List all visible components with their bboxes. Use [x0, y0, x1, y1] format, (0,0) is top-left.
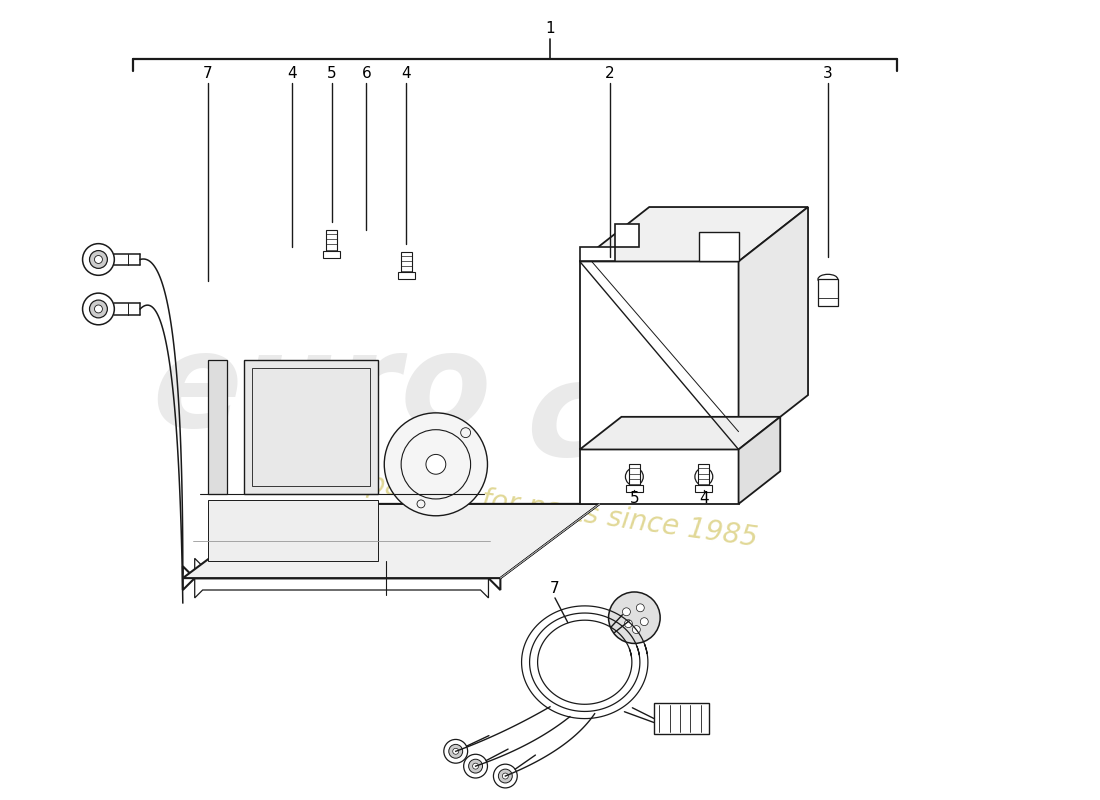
Circle shape: [640, 618, 648, 626]
Polygon shape: [580, 262, 738, 450]
Text: 5: 5: [629, 491, 639, 506]
Text: 1: 1: [546, 22, 554, 37]
Polygon shape: [183, 566, 501, 590]
Text: 3: 3: [823, 66, 833, 81]
Text: 4: 4: [698, 491, 708, 506]
Circle shape: [632, 626, 640, 634]
Circle shape: [503, 773, 508, 779]
Circle shape: [95, 255, 102, 263]
Circle shape: [695, 468, 713, 486]
Circle shape: [494, 764, 517, 788]
Polygon shape: [183, 504, 600, 578]
Circle shape: [89, 250, 108, 268]
Polygon shape: [580, 417, 780, 450]
Text: 7: 7: [550, 581, 560, 595]
Bar: [327, 230, 337, 251]
Circle shape: [464, 754, 487, 778]
Text: 6: 6: [362, 66, 372, 81]
Circle shape: [95, 305, 102, 313]
Circle shape: [608, 592, 660, 643]
Circle shape: [623, 608, 630, 616]
Polygon shape: [738, 207, 808, 450]
Text: 4: 4: [402, 66, 411, 81]
Bar: [252, 368, 371, 486]
Circle shape: [473, 763, 478, 769]
Polygon shape: [738, 417, 780, 504]
Circle shape: [469, 759, 483, 773]
Bar: [323, 250, 340, 258]
Circle shape: [89, 300, 108, 318]
Circle shape: [443, 739, 468, 763]
Polygon shape: [580, 224, 639, 262]
Bar: [398, 272, 415, 279]
Circle shape: [498, 769, 513, 783]
Text: a passion for parts since 1985: a passion for parts since 1985: [340, 466, 760, 552]
Bar: [629, 464, 640, 486]
Bar: [400, 251, 411, 274]
Polygon shape: [580, 207, 808, 262]
Text: 4: 4: [287, 66, 297, 81]
Text: 2: 2: [605, 66, 615, 81]
Bar: [626, 485, 642, 492]
Circle shape: [453, 748, 459, 754]
Text: ces: ces: [526, 356, 772, 483]
Bar: [208, 361, 228, 494]
Circle shape: [626, 468, 644, 486]
Circle shape: [384, 413, 487, 516]
Polygon shape: [500, 504, 600, 578]
Circle shape: [449, 744, 463, 758]
Circle shape: [426, 454, 446, 474]
Text: 7: 7: [202, 66, 212, 81]
Ellipse shape: [818, 274, 838, 284]
Text: 5: 5: [327, 66, 337, 81]
Bar: [654, 703, 708, 734]
Circle shape: [625, 620, 632, 628]
Polygon shape: [698, 232, 738, 262]
Text: euro: euro: [152, 326, 492, 454]
Polygon shape: [580, 450, 738, 504]
Bar: [698, 464, 710, 486]
Bar: [818, 279, 838, 306]
Circle shape: [82, 293, 114, 325]
Bar: [208, 500, 378, 562]
Circle shape: [82, 244, 114, 275]
Bar: [244, 361, 378, 494]
Circle shape: [636, 604, 645, 612]
Bar: [695, 485, 713, 492]
